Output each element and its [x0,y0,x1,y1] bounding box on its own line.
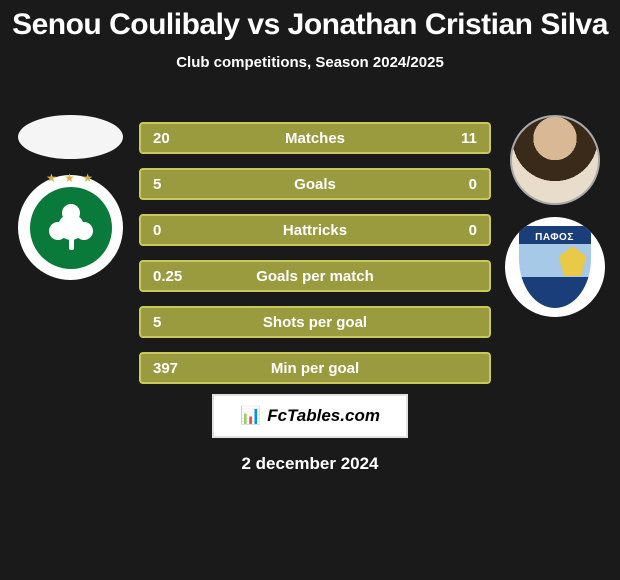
player-right-avatar [510,115,600,205]
stat-value-right: 0 [469,222,477,239]
club-stars-icon: ★ ★ ★ [46,171,95,185]
player-right-column: ΠΑΦΟΣ [497,115,612,317]
page-subtitle: Club competitions, Season 2024/2025 [0,54,620,71]
chart-icon: 📊 [240,406,261,426]
club-banner-text: ΠΑΦΟΣ [535,232,574,243]
club-badge-left: ★ ★ ★ [18,175,123,280]
player-left-avatar [18,115,123,159]
source-badge: 📊 FcTables.com [212,394,408,438]
stat-value-left: 397 [153,360,178,377]
stat-value-left: 20 [153,130,170,147]
stat-row: 5Shots per goal [139,306,491,338]
date-label: 2 december 2024 [0,454,620,474]
stat-row: 397Min per goal [139,352,491,384]
page-title: Senou Coulibaly vs Jonathan Cristian Sil… [0,8,620,42]
stat-row: 0.25Goals per match [139,260,491,292]
stat-value-left: 5 [153,176,161,193]
stat-value-left: 5 [153,314,161,331]
stat-value-right: 11 [461,130,477,147]
shamrock-icon [53,210,89,246]
club-badge-right: ΠΑΦΟΣ [505,217,605,317]
stat-row: 0Hattricks0 [139,214,491,246]
player-left-column: ★ ★ ★ [8,115,133,280]
stat-value-right: 0 [469,176,477,193]
header: Senou Coulibaly vs Jonathan Cristian Sil… [0,0,620,71]
stat-label: Min per goal [141,360,489,377]
stat-label: Shots per goal [141,314,489,331]
stat-label: Hattricks [141,222,489,239]
stat-label: Goals [141,176,489,193]
source-label: FcTables.com [267,406,380,426]
club-accent-shape [559,246,587,276]
stat-label: Goals per match [141,268,489,285]
stat-value-left: 0 [153,222,161,239]
club-shield-icon: ΠΑΦΟΣ [519,226,591,308]
stat-row: 5Goals0 [139,168,491,200]
comparison-bars: 20Matches115Goals00Hattricks00.25Goals p… [139,122,491,398]
stat-value-left: 0.25 [153,268,182,285]
stat-row: 20Matches11 [139,122,491,154]
club-inner-circle [30,187,112,269]
stat-label: Matches [141,130,489,147]
